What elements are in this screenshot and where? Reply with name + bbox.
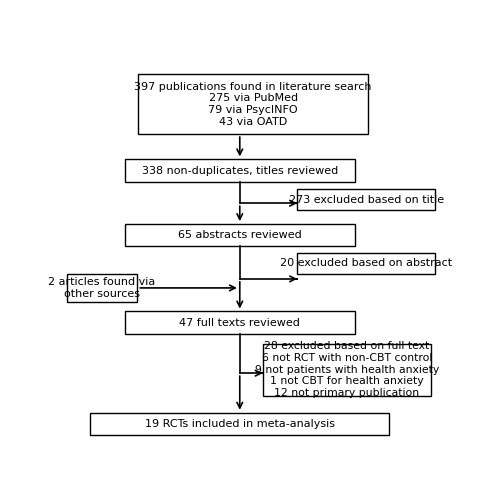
Text: 2 articles found via
other sources: 2 articles found via other sources xyxy=(48,277,156,298)
FancyBboxPatch shape xyxy=(263,344,431,396)
FancyBboxPatch shape xyxy=(67,274,137,302)
FancyBboxPatch shape xyxy=(125,160,355,182)
FancyBboxPatch shape xyxy=(138,74,368,134)
Text: 20 excluded based on abstract: 20 excluded based on abstract xyxy=(280,258,452,268)
Text: 28 excluded based on full text
6 not RCT with non-CBT control
9 not patients wit: 28 excluded based on full text 6 not RCT… xyxy=(255,342,439,398)
Text: 338 non-duplicates, titles reviewed: 338 non-duplicates, titles reviewed xyxy=(142,166,338,176)
Text: 47 full texts reviewed: 47 full texts reviewed xyxy=(179,318,300,328)
FancyBboxPatch shape xyxy=(125,312,355,334)
Text: 273 excluded based on title: 273 excluded based on title xyxy=(288,195,444,205)
Text: 65 abstracts reviewed: 65 abstracts reviewed xyxy=(178,230,302,240)
FancyBboxPatch shape xyxy=(125,224,355,246)
FancyBboxPatch shape xyxy=(90,412,389,435)
FancyBboxPatch shape xyxy=(297,189,435,210)
Text: 19 RCTs included in meta-analysis: 19 RCTs included in meta-analysis xyxy=(145,419,335,429)
Text: 397 publications found in literature search
275 via PubMed
79 via PsycINFO
43 vi: 397 publications found in literature sea… xyxy=(134,82,372,126)
FancyBboxPatch shape xyxy=(297,252,435,274)
